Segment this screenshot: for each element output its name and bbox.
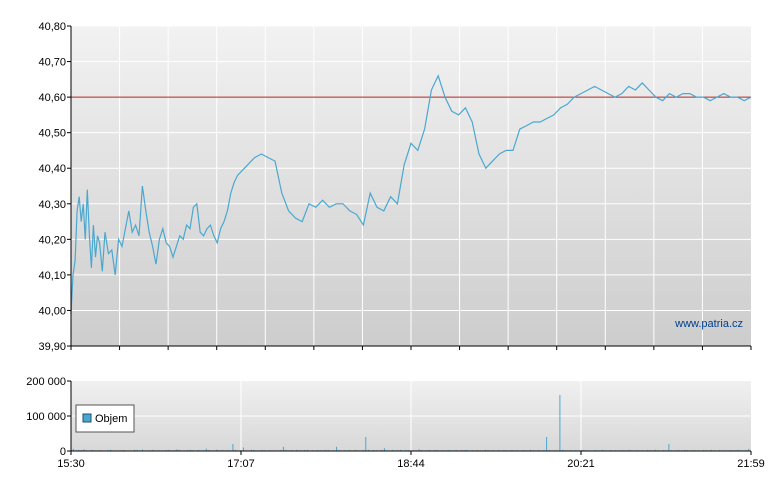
volume-x-axis: 15:30 17:07 18:44 20:21 21:59 xyxy=(57,451,765,470)
price-y-axis: 39,90 40,00 40,10 40,20 40,30 40,40 40,50 40,60… xyxy=(38,21,71,353)
price-y-tick-label: 40,00 xyxy=(38,305,66,317)
volume-legend: Objem xyxy=(75,404,135,433)
price-series-line xyxy=(70,74,752,315)
volume-panel: 0 100 000 200 000 15:30 17:07 18:44 20:21 21:5… xyxy=(26,376,765,470)
time-tick-label: 18:44 xyxy=(397,458,425,470)
price-y-tick-label: 40,80 xyxy=(38,21,66,33)
volume-y-axis: 0 100 000 200 000 xyxy=(26,376,71,458)
price-y-tick-label: 40,30 xyxy=(38,199,66,211)
legend-swatch xyxy=(82,413,92,423)
price-y-tick-label: 40,60 xyxy=(38,92,66,104)
price-y-tick-label: 40,10 xyxy=(38,270,66,282)
price-y-tick-label: 40,20 xyxy=(38,234,66,246)
time-tick-label: 17:07 xyxy=(227,458,255,470)
time-tick-label: 20:21 xyxy=(567,458,595,470)
price-y-tick-label: 40,70 xyxy=(38,57,66,69)
time-tick-label: 15:30 xyxy=(57,458,85,470)
volume-grid xyxy=(71,381,751,451)
volume-y-tick-label: 0 xyxy=(60,446,66,458)
time-tick-label: 21:59 xyxy=(737,458,765,470)
price-x-ticks xyxy=(70,346,752,350)
watermark-text: www.patria.cz xyxy=(674,318,743,330)
price-panel: 39,90 40,00 40,10 40,20 40,30 40,40 40,50 40,60… xyxy=(38,21,752,353)
volume-y-tick-label: 100 000 xyxy=(26,411,66,423)
price-y-tick-label: 39,90 xyxy=(38,341,66,353)
volume-y-tick-label: 200 000 xyxy=(26,376,66,388)
legend-label: Objem xyxy=(95,413,127,425)
price-grid xyxy=(71,25,751,346)
price-y-tick-label: 40,50 xyxy=(38,128,66,140)
price-y-tick-label: 40,40 xyxy=(38,163,66,175)
